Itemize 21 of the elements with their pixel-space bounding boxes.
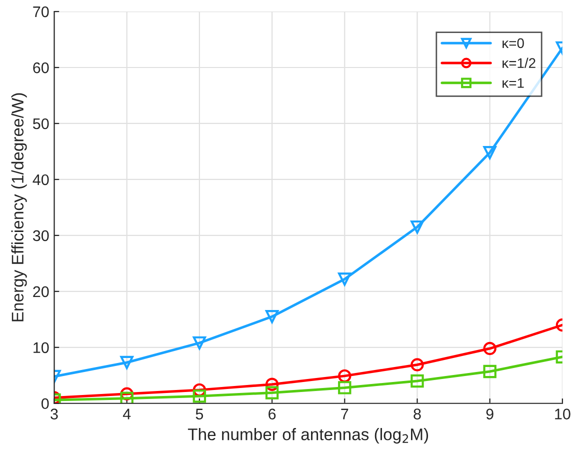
legend-label: κ=1/2	[502, 58, 536, 68]
x-tick-label: 9	[486, 408, 494, 420]
legend-label: κ=1	[502, 78, 524, 88]
y-tick-label: 50	[33, 118, 49, 130]
x-tick-label: 4	[122, 408, 131, 420]
y-tick-label: 10	[34, 342, 49, 354]
y-tick-label: 20	[33, 286, 49, 298]
x-tick-label: 8	[414, 408, 421, 420]
y-tick-label: 30	[32, 230, 49, 242]
y-tick-label: 60	[33, 62, 49, 74]
x-tick-label: 3	[50, 408, 58, 420]
legend-label: κ=0	[502, 38, 524, 48]
x-tick-label: 5	[196, 408, 204, 420]
x-tick-label: 7	[341, 408, 348, 420]
x-axis-title: The number of antennas (log$_{2}$M)	[188, 428, 428, 444]
y-axis-title: Energy Efficiency (1/degree/W)	[11, 93, 27, 322]
y-tick-label: 70	[33, 6, 49, 18]
x-tick-label: 10	[555, 408, 570, 420]
y-tick-label: 0	[41, 398, 49, 410]
x-tick-label: 6	[268, 408, 276, 420]
y-tick-label: 40	[32, 174, 49, 186]
